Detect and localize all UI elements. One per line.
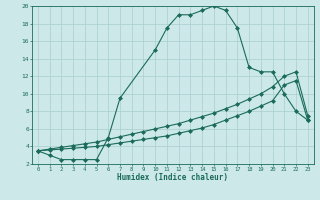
X-axis label: Humidex (Indice chaleur): Humidex (Indice chaleur) <box>117 173 228 182</box>
